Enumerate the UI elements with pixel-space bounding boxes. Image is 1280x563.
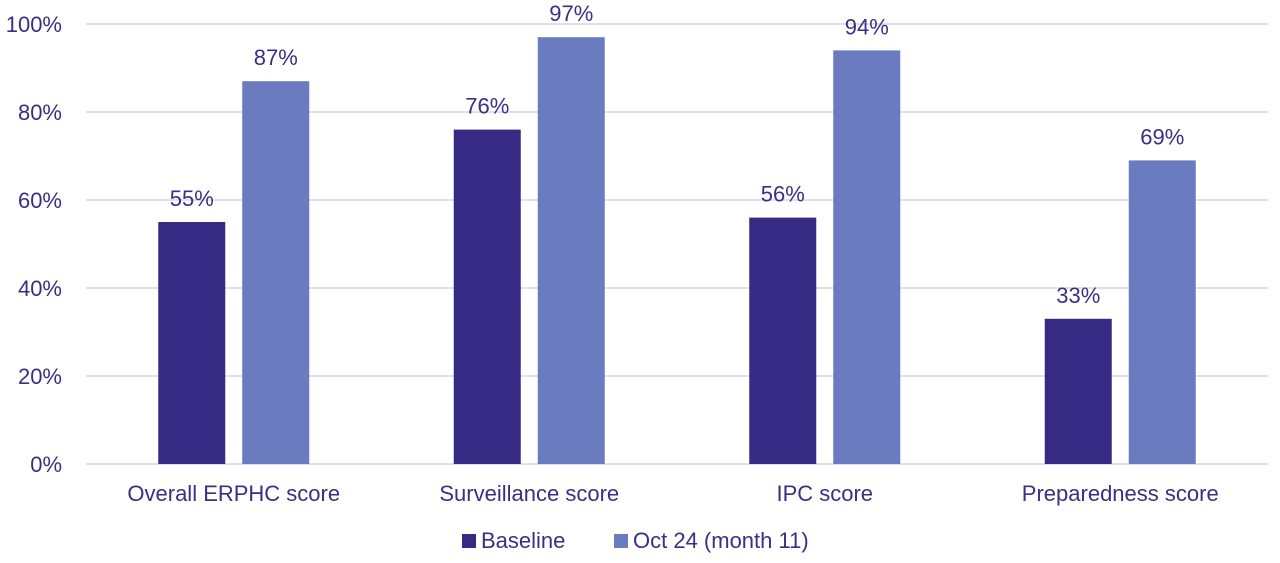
bar-baseline-0	[158, 222, 226, 464]
x-category-label: Surveillance score	[439, 481, 619, 506]
y-tick-label: 40%	[18, 276, 62, 301]
y-tick-label: 100%	[6, 12, 62, 37]
data-label: 76%	[465, 94, 509, 119]
y-tick-label: 0%	[30, 452, 62, 477]
bar-baseline-1	[453, 129, 521, 464]
y-tick-label: 80%	[18, 100, 62, 125]
bar-oct24-0	[242, 81, 310, 464]
legend: Baseline Oct 24 (month 11)	[462, 528, 809, 553]
y-tick-label: 20%	[18, 364, 62, 389]
bar-oct24-2	[833, 50, 901, 465]
data-label: 33%	[1056, 283, 1100, 308]
x-axis-category-labels: Overall ERPHC score Surveillance score IPC…	[127, 481, 1218, 506]
bar-baseline-3	[1044, 318, 1112, 464]
data-label: 69%	[1140, 124, 1184, 149]
bar-oct24-1	[537, 37, 605, 464]
data-label: 97%	[549, 1, 593, 26]
data-label: 87%	[254, 45, 298, 70]
bar-oct24-3	[1128, 160, 1196, 464]
bar-baseline-2	[749, 217, 817, 464]
data-label: 55%	[170, 186, 214, 211]
data-labels: 55% 87% 76% 97% 56% 94% 33% 69%	[170, 1, 1185, 308]
legend-swatch-oct24	[614, 534, 628, 548]
x-category-label: Overall ERPHC score	[127, 481, 340, 506]
legend-swatch-baseline	[462, 534, 476, 548]
bars	[158, 37, 1196, 465]
y-tick-label: 60%	[18, 188, 62, 213]
legend-label-oct24: Oct 24 (month 11)	[633, 528, 809, 553]
data-label: 94%	[845, 14, 889, 39]
data-label: 56%	[761, 182, 805, 207]
x-category-label: IPC score	[776, 481, 873, 506]
x-category-label: Preparedness score	[1022, 481, 1219, 506]
legend-label-baseline: Baseline	[481, 528, 565, 553]
y-axis-tick-labels: 0% 20% 40% 60% 80% 100%	[6, 12, 62, 477]
